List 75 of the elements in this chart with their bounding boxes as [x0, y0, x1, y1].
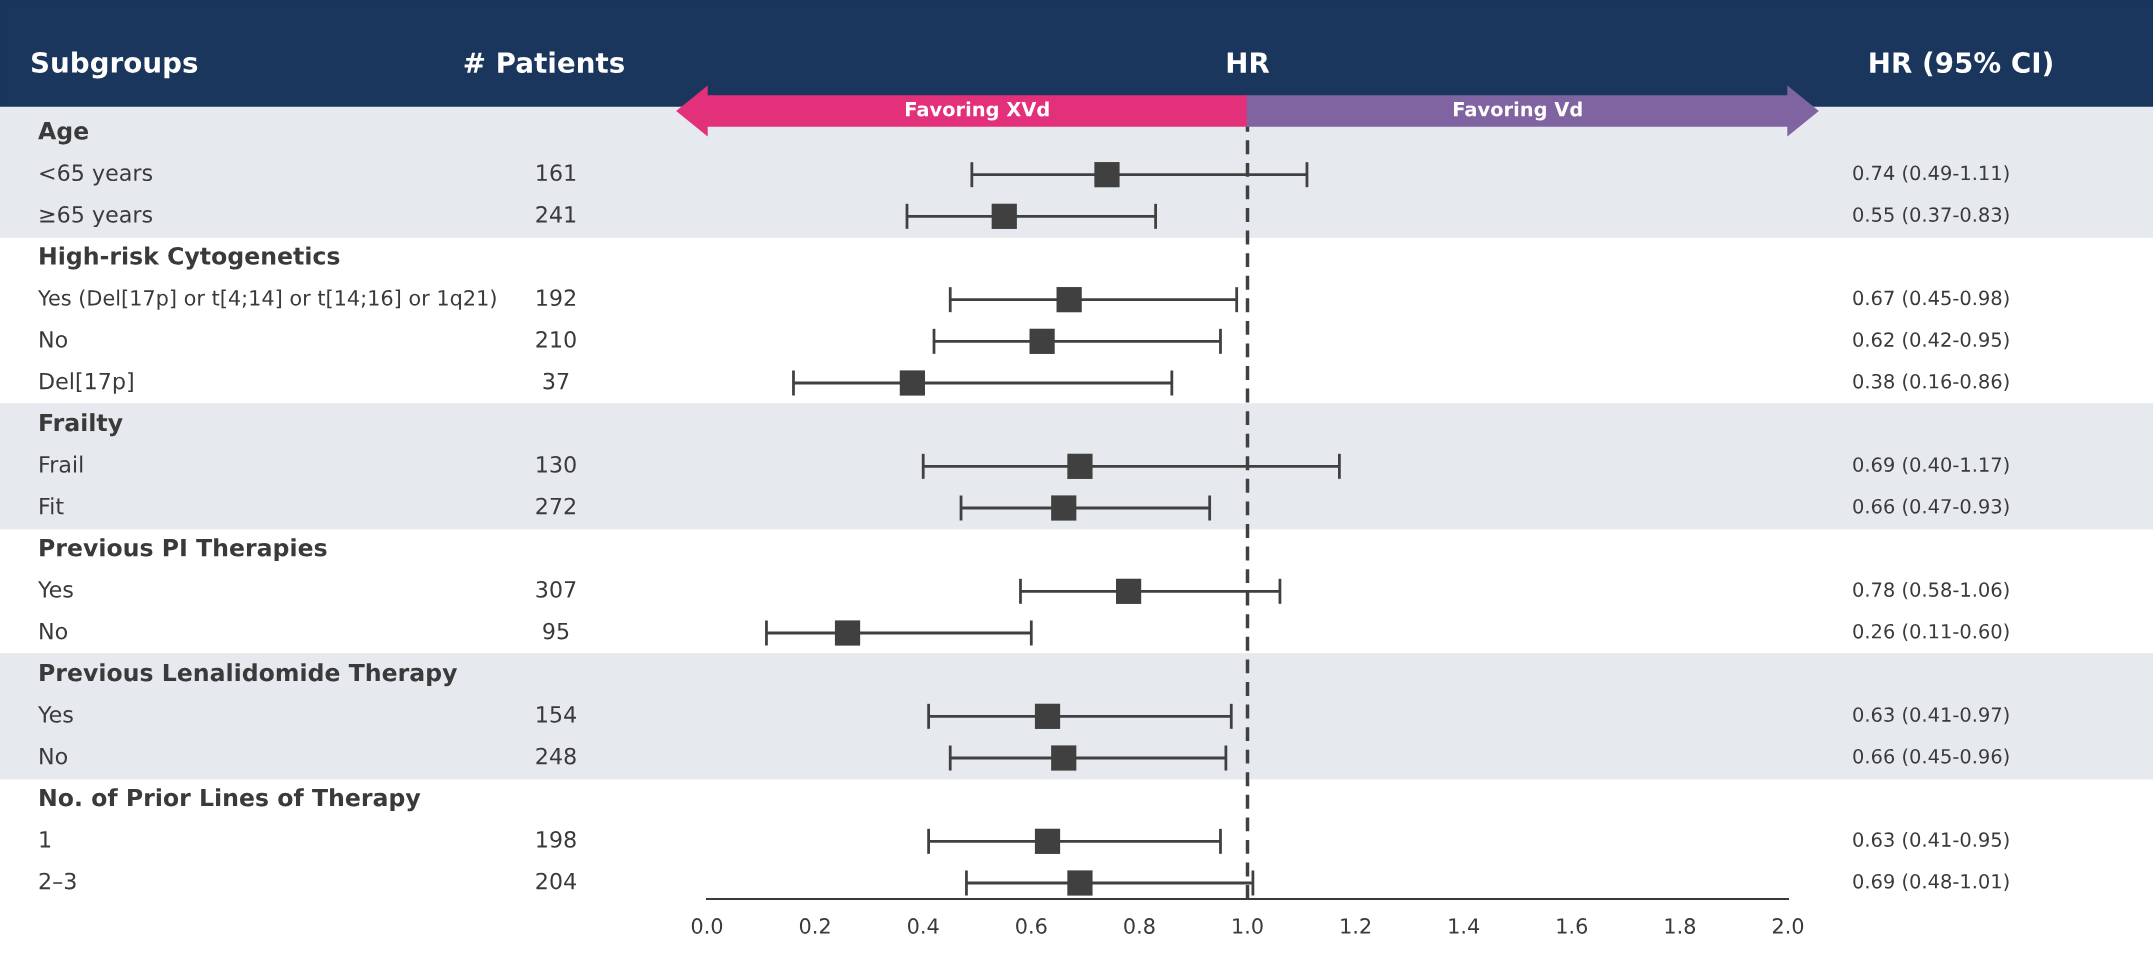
y-tick-label: Previous PI Therapies	[40, 538, 327, 562]
y-tick-label: 1	[40, 831, 51, 848]
point	[1034, 828, 1061, 854]
text: 210	[536, 330, 576, 348]
data-label: 0.63 (0.41-0.97)	[1853, 706, 2009, 725]
data-label: 0.62 (0.42-0.95)	[1853, 331, 2009, 350]
point	[1056, 287, 1082, 313]
x-tick-label: 1.6	[1557, 918, 1588, 934]
point	[1051, 745, 1077, 771]
text: 248	[536, 747, 576, 765]
point	[1094, 162, 1120, 188]
y-tick-label: No	[40, 747, 68, 765]
text: # Patients	[464, 51, 624, 74]
data-label: 0.66 (0.45-0.96)	[1853, 748, 2009, 766]
x-tick-label: 1.0	[1233, 918, 1263, 934]
x-tick-label: 0.4	[908, 918, 939, 934]
data-label: 0.66 (0.47-0.93)	[1853, 498, 2009, 516]
text: 95	[543, 622, 569, 640]
y-tick-label: Yes (Del[17p] or t[4;14] or t[14;16] or 1q21)	[37, 289, 496, 310]
data-label: 0.74 (0.49-1.11)	[1853, 165, 2009, 183]
x-tick-label: 0.0	[691, 918, 723, 934]
point	[1029, 328, 1055, 354]
y-tick-label: Fit	[40, 497, 64, 515]
point	[1067, 870, 1093, 896]
text: 307	[536, 580, 576, 598]
y-tick-label: <65 years	[40, 164, 153, 186]
x-tick-label: 1.4	[1449, 918, 1480, 934]
point	[834, 620, 861, 646]
y-axis-title: Subgroups	[31, 51, 198, 79]
y-tick-label: High-risk Cytogenetics	[40, 246, 340, 270]
y-tick-label: Yes	[37, 581, 73, 598]
text: 192	[537, 289, 575, 307]
y-tick-label: No. of Prior Lines of Therapy	[40, 788, 421, 812]
y-tick-label: Age	[38, 122, 89, 145]
text: 204	[536, 872, 576, 890]
y-tick-label: Previous Lenalidomide Therapy	[40, 663, 458, 687]
x-tick-label: 0.6	[1016, 918, 1047, 934]
data-label: 0.63 (0.41-0.95)	[1853, 831, 2009, 850]
point	[899, 370, 926, 396]
text: 198	[537, 830, 576, 848]
y-tick-label: Del[17p]	[40, 372, 133, 394]
text: 161	[537, 164, 576, 182]
y-tick-label: Yes	[37, 706, 73, 723]
point	[1034, 703, 1061, 729]
text: 241	[536, 205, 576, 223]
point	[1067, 453, 1093, 479]
annotation: Favoring XVd	[906, 101, 1049, 121]
data-label: 0.55 (0.37-0.83)	[1853, 206, 2009, 225]
y-tick-label: Frail	[40, 455, 83, 473]
point	[991, 203, 1017, 229]
data-label: 0.69 (0.40-1.17)	[1853, 456, 2009, 475]
text: 37	[543, 372, 569, 390]
data-label: 0.67 (0.45-0.98)	[1853, 290, 2009, 308]
x-tick-label: 0.8	[1124, 918, 1155, 934]
point	[1051, 495, 1077, 521]
y-tick-label: No	[40, 622, 68, 640]
text: 154	[537, 706, 576, 723]
y-tick-label: Frailty	[40, 413, 123, 437]
point	[1115, 578, 1142, 604]
data-label: 0.69 (0.48-1.01)	[1853, 873, 2009, 891]
x-tick-label: 0.2	[799, 918, 830, 934]
text: HR (95% CI)	[1870, 51, 2052, 77]
y-tick-label: No	[40, 331, 68, 348]
text: 130	[537, 455, 576, 473]
data-label: 0.26 (0.11-0.60)	[1853, 623, 2009, 641]
x-tick-label: 2.0	[1772, 918, 1804, 934]
annotation: Favoring Vd	[1454, 101, 1582, 121]
x-axis-title: HR	[1227, 52, 1270, 73]
data-label: 0.78 (0.58-1.06)	[1853, 581, 2009, 600]
y-tick-label: ≥65 years	[40, 205, 153, 228]
y-tick-label: 2–3	[39, 872, 76, 890]
x-tick-label: 1.8	[1665, 918, 1696, 934]
x-tick-label: 1.2	[1341, 918, 1371, 934]
data-label: 0.38 (0.16-0.86)	[1853, 373, 2009, 391]
text: 272	[536, 497, 575, 515]
